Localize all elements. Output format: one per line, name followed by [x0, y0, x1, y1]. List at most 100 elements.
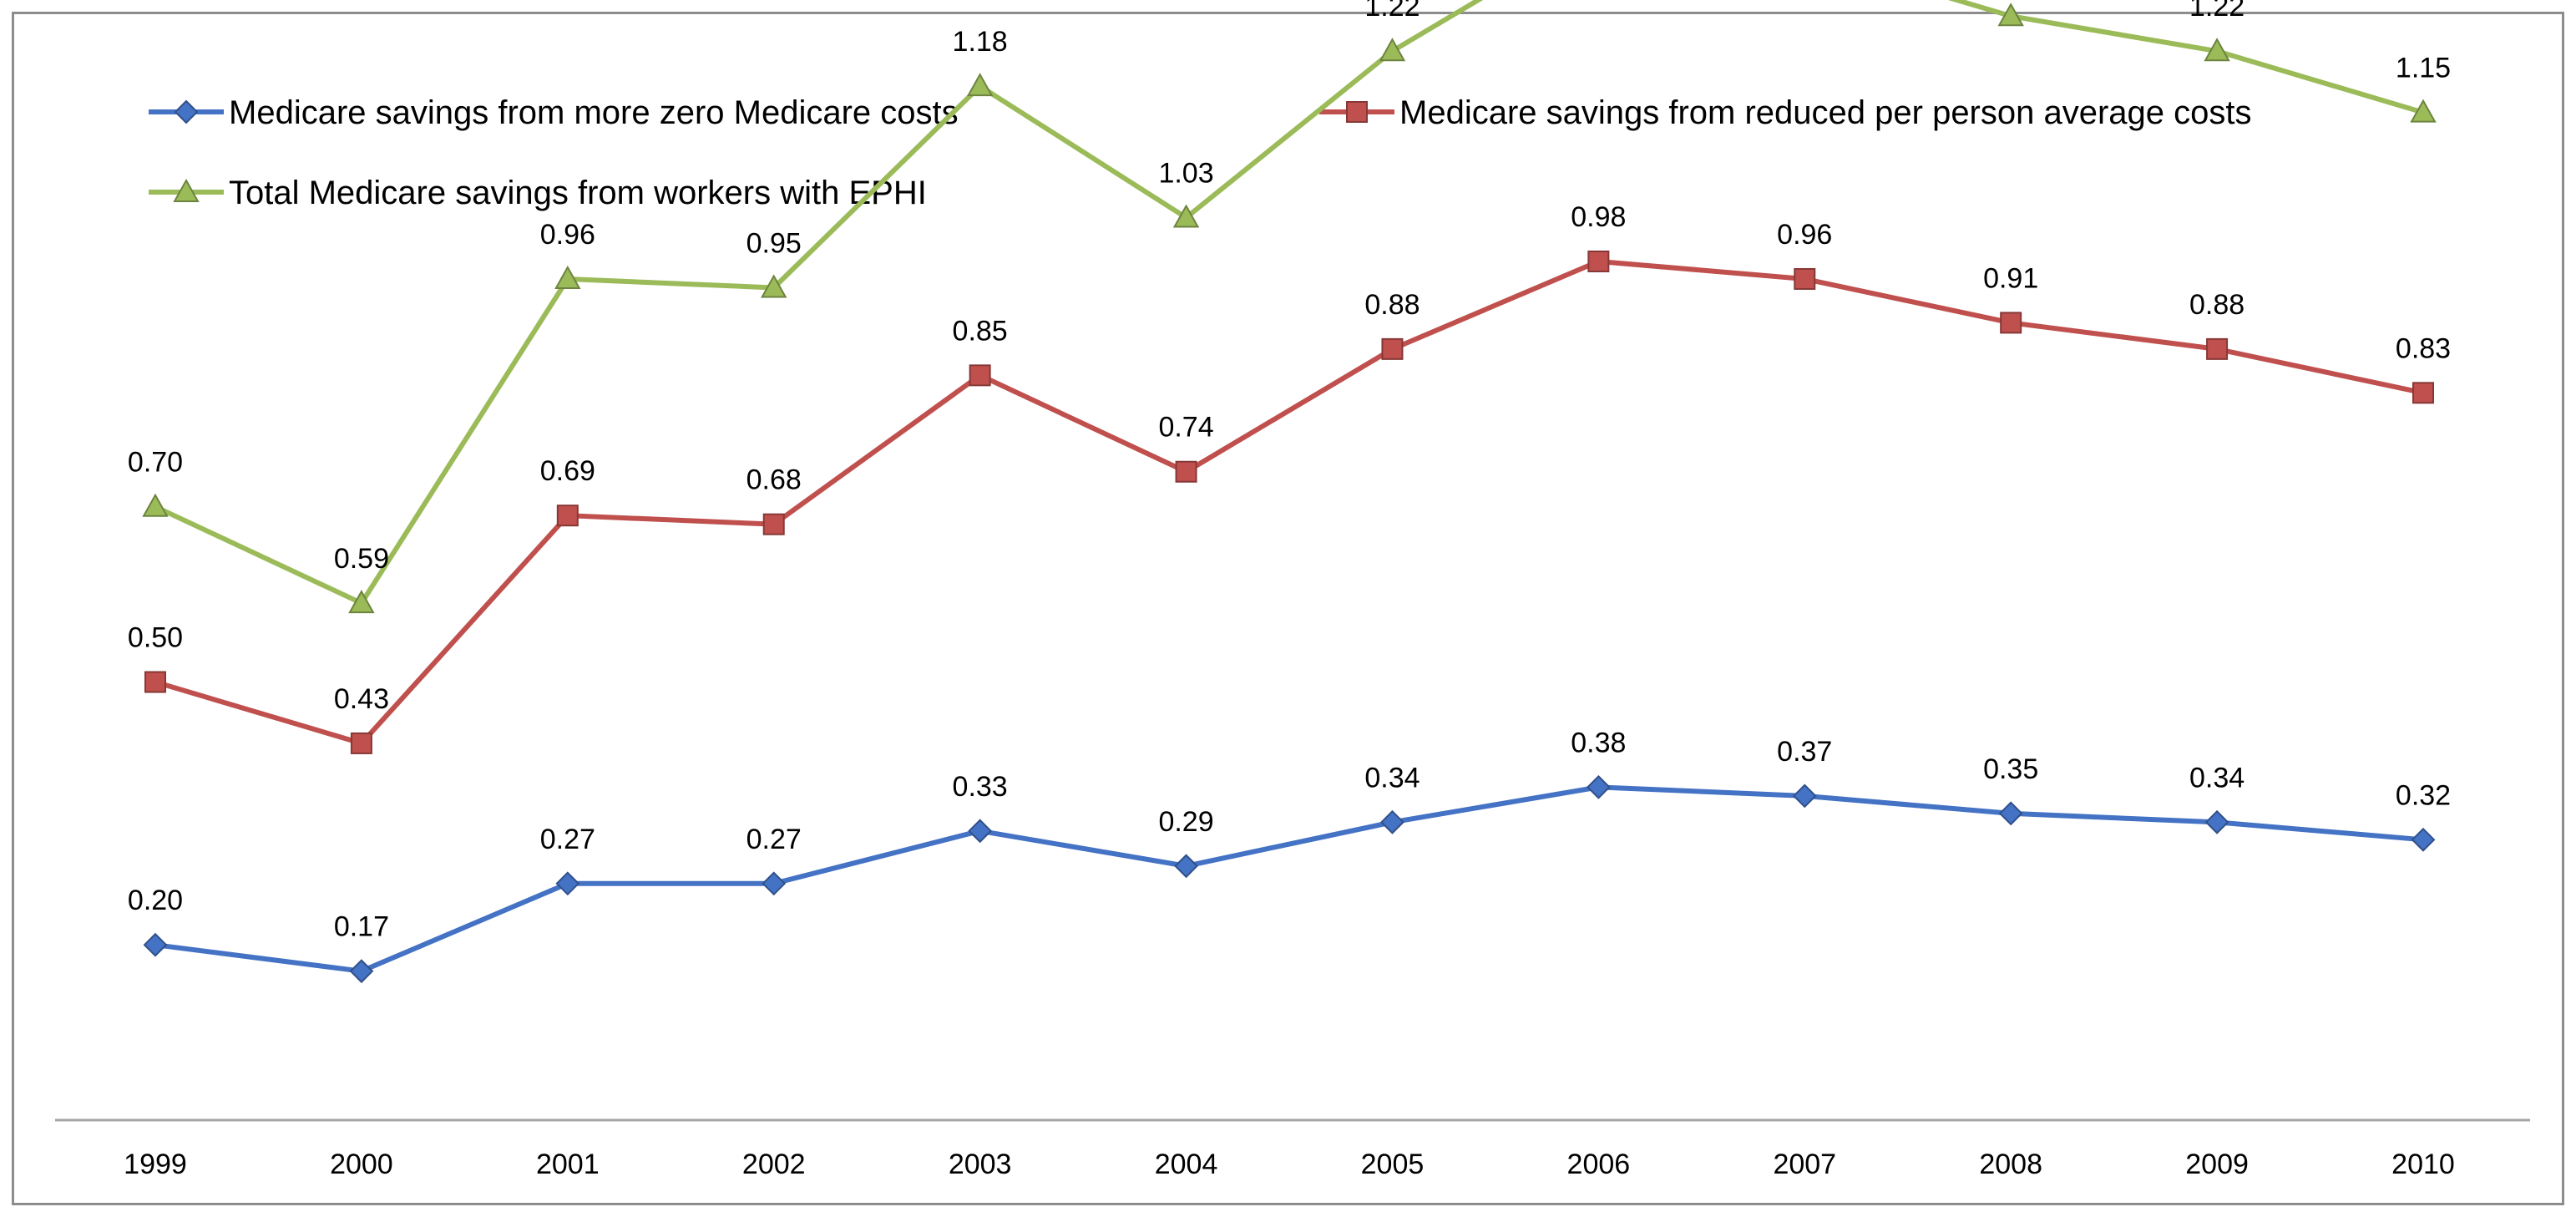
x-tick-label-2005: 2005	[1361, 1149, 1425, 1180]
data-label-total-savings-2003: 1.18	[953, 26, 1008, 58]
data-label-reduced-costs-2004: 0.74	[1158, 412, 1213, 444]
data-point-zero-costs-2005	[1380, 809, 1404, 834]
data-point-reduced-costs-2000	[350, 732, 372, 754]
data-point-reduced-costs-2004	[1175, 460, 1197, 483]
legend-item-total-savings: Total Medicare savings from workers with…	[149, 175, 927, 211]
data-label-zero-costs-2004: 0.29	[1158, 806, 1213, 838]
data-point-reduced-costs-2006	[1587, 250, 1610, 272]
data-point-reduced-costs-2002	[762, 513, 785, 535]
data-point-zero-costs-2000	[349, 959, 374, 984]
data-label-zero-costs-2003: 0.33	[953, 771, 1008, 803]
data-label-zero-costs-2009: 0.34	[2189, 762, 2245, 794]
series-line-total-savings	[153, 0, 2426, 606]
data-point-zero-costs-2004	[1174, 854, 1198, 879]
x-tick-label-2004: 2004	[1155, 1149, 1218, 1180]
data-point-reduced-costs-2010	[2412, 382, 2434, 404]
data-label-reduced-costs-2003: 0.85	[953, 315, 1008, 347]
legend-marker-symbol-reduced-costs	[1346, 101, 1368, 123]
data-point-zero-costs-2010	[2411, 827, 2436, 852]
legend-label-total-savings: Total Medicare savings from workers with…	[229, 175, 927, 211]
data-label-reduced-costs-2006: 0.98	[1571, 201, 1626, 233]
data-point-total-savings-2009	[2204, 38, 2230, 62]
data-label-reduced-costs-2001: 0.69	[540, 455, 595, 487]
data-point-reduced-costs-2005	[1381, 337, 1404, 360]
data-point-zero-costs-2006	[1586, 774, 1611, 799]
x-tick-label-2010: 2010	[2391, 1149, 2455, 1180]
x-tick-label-1999: 1999	[124, 1149, 187, 1180]
series-lines	[153, 0, 2426, 974]
legend-item-reduced-costs: Medicare savings from reduced per person…	[1319, 94, 2252, 131]
data-point-total-savings-2000	[348, 590, 375, 614]
x-tick-label-2009: 2009	[2185, 1149, 2249, 1180]
data-label-zero-costs-2005: 0.34	[1364, 762, 1420, 794]
data-point-total-savings-2008	[1997, 3, 2024, 27]
data-label-total-savings-2001: 0.96	[540, 219, 595, 251]
data-point-reduced-costs-1999	[144, 671, 166, 693]
series-line-reduced-costs	[153, 258, 2426, 746]
data-point-total-savings-2005	[1379, 38, 1406, 62]
data-label-zero-costs-2007: 0.37	[1777, 736, 1832, 768]
legend-marker-reduced-costs	[1346, 101, 1368, 123]
data-point-zero-costs-2008	[1998, 801, 2023, 826]
data-label-zero-costs-2006: 0.38	[1571, 727, 1626, 758]
data-point-total-savings-2001	[554, 265, 581, 289]
data-point-zero-costs-2007	[1792, 783, 1817, 809]
series-line-zero-costs	[153, 784, 2426, 974]
data-point-total-savings-2010	[2410, 99, 2437, 123]
data-label-total-savings-2000: 0.59	[334, 543, 389, 575]
data-label-reduced-costs-2008: 0.91	[1983, 262, 2038, 294]
data-label-reduced-costs-2002: 0.68	[746, 464, 802, 496]
data-point-zero-costs-2009	[2204, 809, 2229, 834]
data-label-zero-costs-1999: 0.20	[128, 885, 183, 916]
legend-marker-total-savings	[173, 178, 200, 202]
data-point-total-savings-2004	[1172, 204, 1200, 228]
data-label-zero-costs-2010: 0.32	[2396, 779, 2451, 811]
data-point-zero-costs-1999	[143, 932, 168, 957]
data-point-reduced-costs-2007	[1794, 267, 1816, 290]
legend: Medicare savings from more zero Medicare…	[149, 94, 2252, 211]
x-tick-label-2007: 2007	[1773, 1149, 1836, 1180]
x-tick-label-2000: 2000	[330, 1149, 393, 1180]
data-label-reduced-costs-2000: 0.43	[334, 683, 389, 715]
x-tick-label-2002: 2002	[742, 1149, 806, 1180]
data-label-zero-costs-2008: 0.35	[1983, 753, 2038, 785]
data-point-reduced-costs-2008	[2000, 312, 2022, 334]
data-point-zero-costs-2001	[555, 871, 580, 896]
data-point-reduced-costs-2003	[969, 364, 991, 387]
data-label-total-savings-1999: 0.70	[128, 447, 183, 479]
data-label-reduced-costs-2010: 0.83	[2396, 332, 2451, 364]
data-label-zero-costs-2002: 0.27	[746, 824, 802, 855]
data-label-total-savings-2009: 1.22	[2189, 0, 2245, 23]
data-label-reduced-costs-2009: 0.88	[2189, 289, 2245, 321]
data-label-zero-costs-2001: 0.27	[540, 824, 595, 855]
x-tick-label-2008: 2008	[1979, 1149, 2042, 1180]
x-axis-tick-labels: 1999 2000 2001 2002 2003 2004 2005 2006 2007 2008…	[124, 1149, 2455, 1180]
data-label-total-savings-2004: 1.03	[1158, 158, 1213, 190]
data-label-zero-costs-2000: 0.17	[334, 911, 389, 943]
data-label-reduced-costs-2005: 0.88	[1364, 289, 1420, 321]
legend-item-zero-costs: Medicare savings from more zero Medicare…	[149, 94, 959, 131]
series-markers	[142, 3, 2437, 984]
data-point-total-savings-2003	[966, 73, 994, 97]
data-label-total-savings-2002: 0.95	[746, 227, 802, 259]
x-tick-label-2003: 2003	[949, 1149, 1012, 1180]
x-tick-label-2006: 2006	[1567, 1149, 1631, 1180]
data-point-total-savings-2002	[761, 274, 787, 298]
x-tick-label-2001: 2001	[536, 1149, 600, 1180]
legend-label-reduced-costs: Medicare savings from reduced per person…	[1399, 94, 2252, 131]
data-label-total-savings-2005: 1.22	[1364, 0, 1420, 23]
data-label-total-savings-2010: 1.15	[2396, 53, 2451, 84]
legend-marker-zero-costs	[174, 99, 199, 124]
legend-marker-symbol-total-savings	[173, 178, 200, 202]
data-point-total-savings-1999	[142, 493, 169, 517]
data-point-reduced-costs-2009	[2206, 337, 2229, 360]
data-label-reduced-costs-2007: 0.96	[1777, 219, 1832, 251]
data-point-zero-costs-2003	[968, 819, 993, 844]
data-point-reduced-costs-2001	[556, 505, 579, 527]
data-labels: 0.20 0.17 0.27 0.27 0.33 0.29 0.34 0.38 0.37 0.35…	[128, 0, 2451, 943]
data-label-reduced-costs-1999: 0.50	[128, 622, 183, 654]
data-point-zero-costs-2002	[762, 871, 787, 896]
legend-marker-symbol-zero-costs	[174, 99, 199, 124]
chart-area	[12, 12, 2564, 1205]
